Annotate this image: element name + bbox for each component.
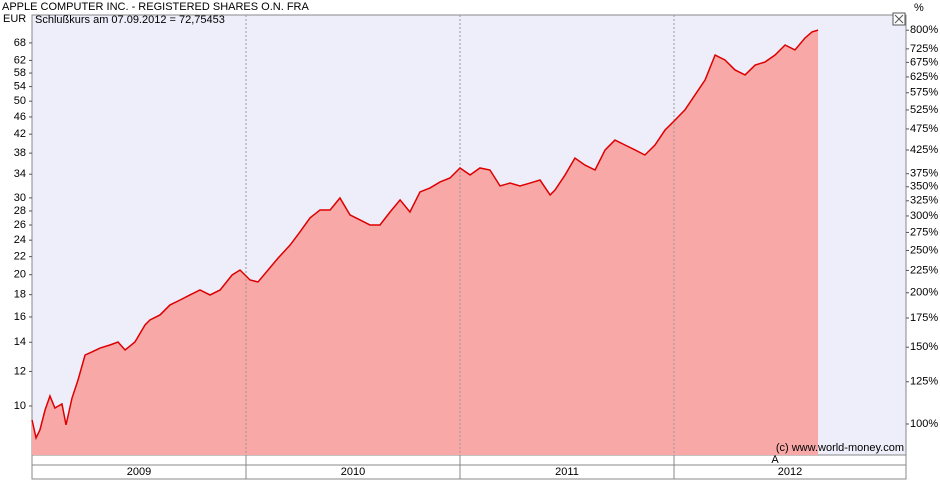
y2-tick-label: 175%	[910, 312, 938, 324]
chart-title: APPLE COMPUTER INC. - REGISTERED SHARES …	[2, 1, 309, 13]
x-band-label: 2012	[778, 466, 802, 478]
y2-tick-label: 350%	[910, 181, 938, 193]
y-tick-label: 46	[14, 111, 26, 123]
y2-tick-label: 525%	[910, 104, 938, 116]
y2-tick-label: 375%	[910, 168, 938, 180]
y2-tick-label: 250%	[910, 244, 938, 256]
y-tick-label: 26	[14, 219, 26, 231]
x-band-area	[31, 454, 907, 480]
y2-axis-label: %	[914, 2, 924, 14]
y2-tick-label: 725%	[910, 43, 938, 55]
y-tick-label: 42	[14, 128, 26, 140]
y-tick-label: 58	[14, 67, 26, 79]
area-fill	[32, 30, 819, 456]
y-tick-label: 12	[14, 365, 26, 377]
y-tick-label: 14	[14, 336, 26, 348]
y-tick-label: 22	[14, 251, 26, 263]
y-tick-label: 54	[14, 80, 26, 92]
y2-tick-label: 800%	[910, 24, 938, 36]
y-tick-label: 34	[14, 168, 26, 180]
y2-tick-label: 675%	[910, 56, 938, 68]
y-tick-label: 10	[14, 400, 26, 412]
x-band-label: 2009	[127, 466, 151, 478]
y2-tick-label: 325%	[910, 195, 938, 207]
y-tick-label: 62	[14, 54, 26, 66]
y2-tick-label: 225%	[910, 264, 938, 276]
y-tick-label: 16	[14, 311, 26, 323]
price-line	[31, 29, 819, 441]
y2-tick-label: 125%	[910, 376, 938, 388]
y2-tick-label: 200%	[910, 287, 938, 299]
y-tick-label: 30	[14, 192, 26, 204]
y2-tick-label: 275%	[910, 226, 938, 238]
close-icon	[894, 14, 904, 24]
y2-tick-label: 100%	[910, 418, 938, 430]
x-band-label: 2011	[555, 466, 579, 478]
y-tick-label: 24	[14, 234, 26, 246]
y2-tick-label: 475%	[910, 123, 938, 135]
y2-tick-label: 425%	[910, 144, 938, 156]
y2-tick-label: 150%	[910, 341, 938, 353]
x-band-label: 2010	[341, 466, 365, 478]
y2-tick-label: 625%	[910, 71, 938, 83]
copyright: (c) www.world-money.com	[776, 442, 904, 454]
y-tick-label: 20	[14, 269, 26, 281]
y2-tick-label: 300%	[910, 210, 938, 222]
y2-tick-label: 575%	[910, 87, 938, 99]
y-tick-label: 50	[14, 95, 26, 107]
chart-subtitle: Schlußkurs am 07.09.2012 = 72,75453	[35, 14, 225, 26]
y-tick-label: 68	[14, 37, 26, 49]
y-axis-label: EUR	[3, 13, 26, 25]
y-tick-label: 38	[14, 147, 26, 159]
annotation: A	[771, 454, 779, 466]
y-tick-label: 28	[14, 205, 26, 217]
y-tick-label: 18	[14, 289, 26, 301]
